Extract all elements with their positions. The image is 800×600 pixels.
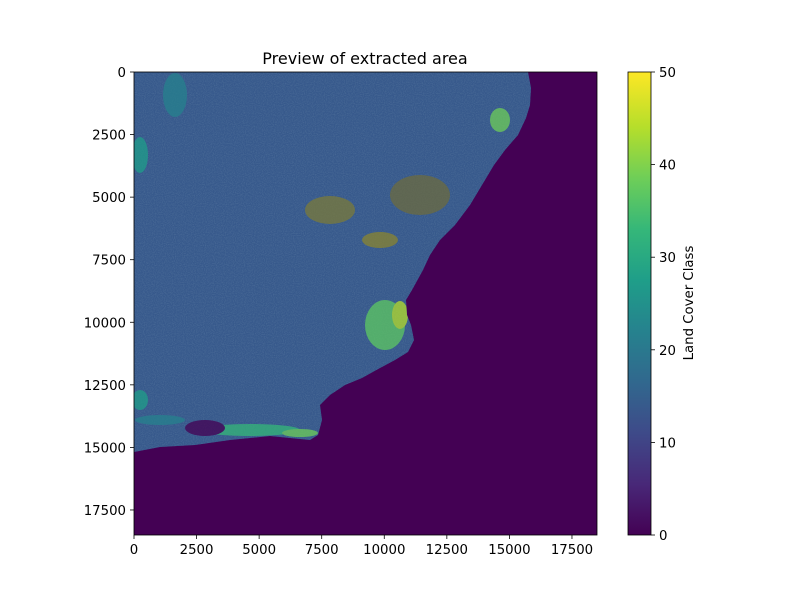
x-tick-label: 12500	[426, 543, 468, 558]
colorbar-label: Land Cover Class	[682, 246, 697, 361]
y-tick-label: 12500	[84, 379, 126, 394]
x-tick-label: 17500	[551, 543, 593, 558]
colorbar-tick-label: 10	[659, 436, 676, 451]
y-tick-label: 15000	[84, 441, 126, 456]
y-tick-label: 7500	[92, 254, 126, 269]
x-axis: 0 2500 5000 7500 10000 12500 15000 17500	[130, 535, 593, 558]
y-tick-label: 2500	[92, 129, 126, 144]
x-tick-label: 5000	[242, 543, 276, 558]
colorbar-tick-label: 50	[659, 66, 676, 81]
y-tick-label: 10000	[84, 316, 126, 331]
x-tick-label: 0	[130, 543, 138, 558]
colorbar-tick-label: 0	[659, 529, 667, 544]
y-tick-label: 17500	[84, 504, 126, 519]
plot-frame	[133, 71, 598, 536]
colorbar-gradient	[627, 71, 652, 536]
heatmap-image	[134, 72, 597, 535]
x-tick-label: 15000	[488, 543, 530, 558]
colorbar-ticks: 0 10 20 30 40 50	[651, 66, 676, 544]
y-tick-label: 5000	[92, 191, 126, 206]
land-patches	[134, 73, 510, 437]
x-tick-label: 7500	[305, 543, 339, 558]
x-tick-label: 10000	[363, 543, 405, 558]
colorbar-tick-label: 40	[659, 159, 676, 174]
colorbar-tick-label: 30	[659, 251, 676, 266]
colorbar: 0 10 20 30 40 50 Land Cover Class	[627, 66, 697, 544]
y-tick-label: 0	[118, 66, 126, 81]
x-tick-label: 2500	[180, 543, 214, 558]
colorbar-tick-label: 20	[659, 344, 676, 359]
chart-title: Preview of extracted area	[262, 49, 467, 68]
y-axis: 0 2500 5000 7500 10000 12500 15000 17500	[84, 66, 134, 519]
